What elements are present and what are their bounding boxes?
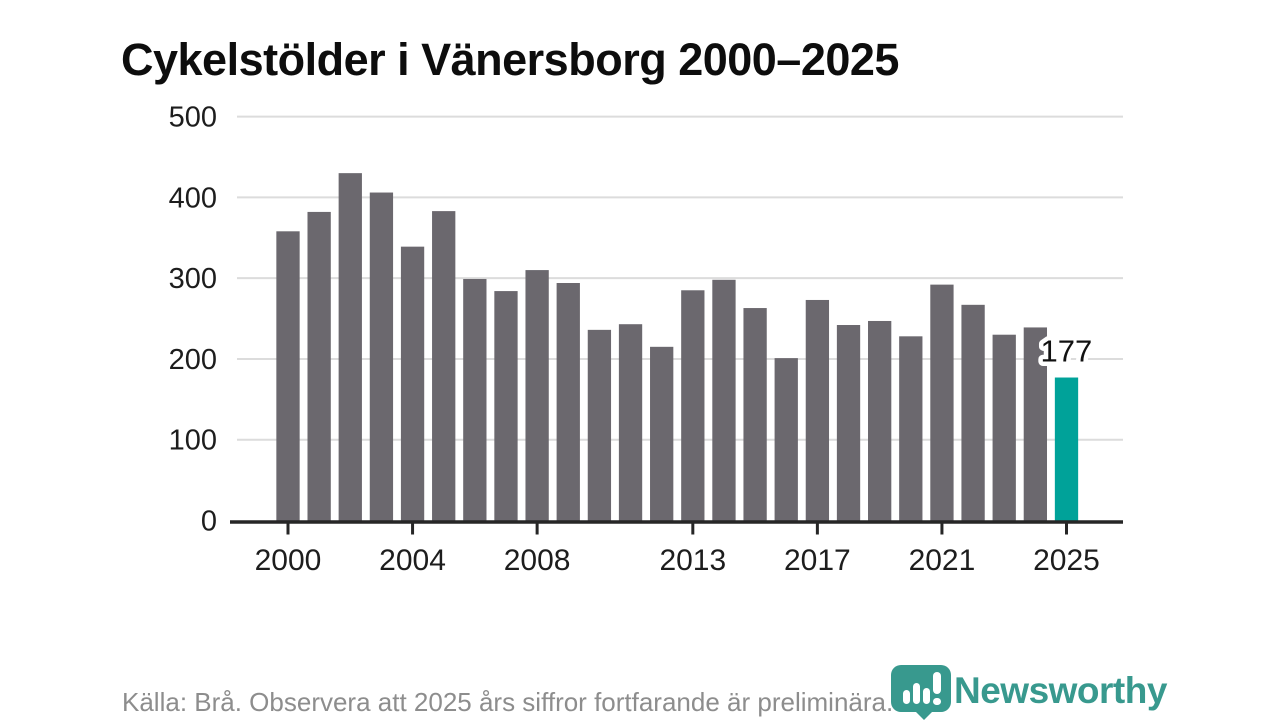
highlight-value-label: 177 bbox=[1041, 334, 1093, 369]
x-tick-label-2017: 2017 bbox=[784, 544, 851, 577]
bar-2011 bbox=[618, 324, 643, 522]
y-tick-label-500: 500 bbox=[169, 102, 217, 134]
logo-chart-glyph bbox=[903, 672, 941, 705]
bar-2001 bbox=[307, 211, 331, 522]
bar-2008 bbox=[525, 270, 549, 522]
bar-2009 bbox=[556, 283, 580, 522]
bar-2010 bbox=[587, 329, 612, 522]
bar-2025 bbox=[1054, 377, 1079, 522]
x-tick-label-2025: 2025 bbox=[1033, 544, 1100, 577]
bar-2016 bbox=[774, 358, 798, 522]
bar-2023 bbox=[992, 334, 1016, 522]
bar-2005 bbox=[432, 211, 456, 522]
newsworthy-wordmark: Newsworthy bbox=[954, 670, 1167, 711]
bar-2004 bbox=[400, 246, 425, 522]
x-tick-label-2004: 2004 bbox=[379, 544, 446, 577]
y-tick-label-200: 200 bbox=[169, 344, 217, 376]
bar-2024 bbox=[1023, 327, 1048, 522]
y-tick-label-100: 100 bbox=[169, 425, 217, 457]
x-tick-label-2008: 2008 bbox=[504, 544, 571, 577]
bar-2002 bbox=[338, 173, 362, 522]
bar-2015 bbox=[743, 308, 767, 522]
bar-2013 bbox=[681, 290, 705, 522]
y-tick-label-0: 0 bbox=[201, 506, 217, 538]
newsworthy-logo-icon bbox=[891, 665, 951, 720]
bar-2003 bbox=[369, 192, 394, 522]
bar-2000 bbox=[276, 231, 300, 522]
chart-title: Cykelstölder i Vänersborg 2000–2025 bbox=[121, 34, 899, 86]
bar-2017 bbox=[805, 299, 830, 522]
y-tick-label-400: 400 bbox=[169, 182, 217, 214]
bar-2007 bbox=[494, 291, 518, 522]
x-tick-label-2000: 2000 bbox=[255, 544, 322, 577]
y-tick-label-300: 300 bbox=[169, 263, 217, 295]
bar-2020 bbox=[899, 336, 923, 522]
bar-2006 bbox=[463, 278, 487, 522]
source-note: Källa: Brå. Observera att 2025 års siffr… bbox=[122, 687, 894, 717]
x-tick-label-2013: 2013 bbox=[659, 544, 726, 577]
bar-2012 bbox=[650, 346, 674, 522]
bar-2019 bbox=[868, 320, 892, 522]
bar-2018 bbox=[836, 325, 861, 522]
bar-2014 bbox=[712, 279, 736, 522]
bar-2022 bbox=[961, 304, 985, 522]
x-tick-label-2021: 2021 bbox=[909, 544, 976, 577]
bar-2021 bbox=[930, 284, 954, 522]
